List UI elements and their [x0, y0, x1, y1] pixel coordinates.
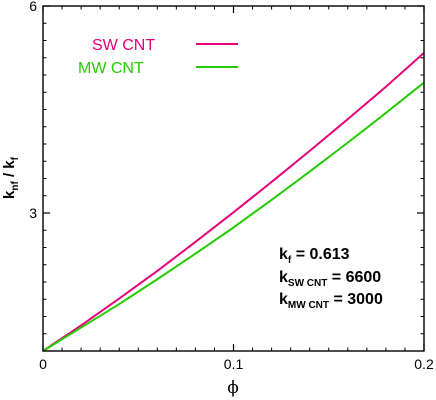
y-tick-label-1: 6	[29, 0, 37, 14]
legend: SW CNT MW CNT	[78, 37, 238, 77]
series-line-1	[42, 81, 425, 352]
x-tick-label-0: 0	[39, 356, 47, 372]
x-tick-label-1: 0.1	[224, 356, 244, 372]
series-layer	[42, 52, 425, 352]
annotation-ksw: kSW CNT = 6600	[279, 269, 381, 289]
legend-label-sw-cnt: SW CNT	[92, 37, 155, 54]
annotation-box: kf = 0.613 kSW CNT = 6600 kMW CNT = 3000	[279, 246, 383, 311]
annotation-kmw: kMW CNT = 3000	[279, 291, 383, 311]
ticks-layer: 0 0.1 0.2 3 6	[29, 0, 434, 372]
legend-label-mw-cnt: MW CNT	[78, 60, 144, 77]
x-axis-label: ϕ	[227, 378, 239, 398]
series-line-0	[42, 52, 425, 352]
y-axis-label: knf / kf	[1, 156, 21, 199]
x-tick-label-2: 0.2	[414, 356, 434, 372]
y-tick-label-0: 3	[29, 205, 37, 221]
annotation-kf: kf = 0.613	[279, 246, 350, 266]
